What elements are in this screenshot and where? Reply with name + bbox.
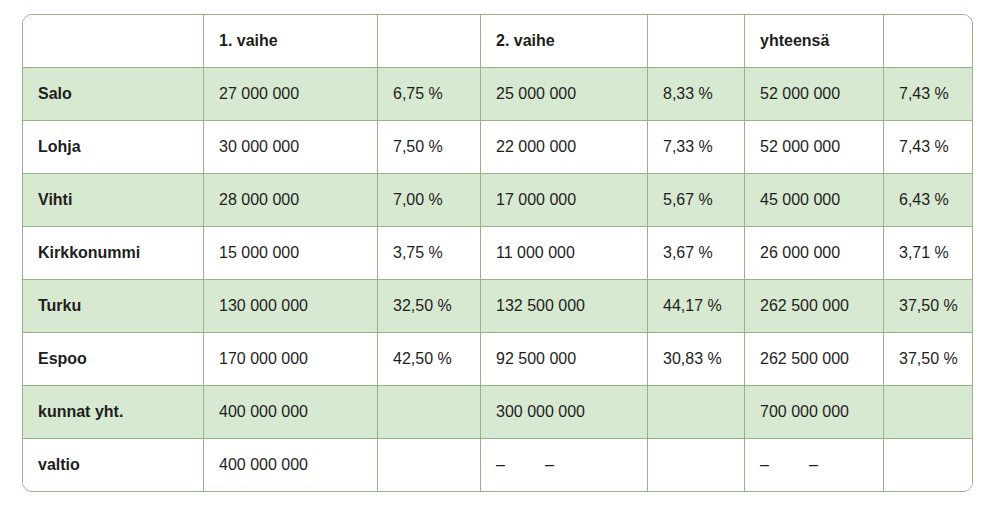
- phase2-percent-cell: 30,83 %: [648, 333, 745, 386]
- phase2-amount-cell: 300 000 000: [481, 386, 648, 439]
- row-label: Turku: [23, 280, 204, 333]
- header-row: 1. vaihe 2. vaihe yhteensä: [23, 15, 973, 68]
- phase1-percent-cell: 7,50 %: [378, 121, 481, 174]
- phase2-amount-cell: 132 500 000: [481, 280, 648, 333]
- total-percent-cell: 6,43 %: [884, 174, 973, 227]
- total-percent-cell: 7,43 %: [884, 68, 973, 121]
- table-row-kirkkonummi: Kirkkonummi 15 000 000 3,75 % 11 000 000…: [23, 227, 973, 280]
- phase1-amount-cell: 28 000 000: [204, 174, 378, 227]
- phase2-percent-cell: 3,67 %: [648, 227, 745, 280]
- total-amount-cell: 262 500 000: [745, 333, 884, 386]
- table-row-valtio: valtio 400 000 000 – – – –: [23, 439, 973, 491]
- phase2-amount-cell: 92 500 000: [481, 333, 648, 386]
- total-amount-cell: 262 500 000: [745, 280, 884, 333]
- header-cell-total-percent: [884, 15, 973, 68]
- phase2-amount-cell: – –: [481, 439, 648, 491]
- phase1-amount-cell: 27 000 000: [204, 68, 378, 121]
- phase1-amount-cell: 30 000 000: [204, 121, 378, 174]
- row-label: kunnat yht.: [23, 386, 204, 439]
- table-row-turku: Turku 130 000 000 32,50 % 132 500 000 44…: [23, 280, 973, 333]
- funding-table-card: 1. vaihe 2. vaihe yhteensä Salo 27 000 0…: [22, 14, 973, 492]
- total-amount-cell: 26 000 000: [745, 227, 884, 280]
- phase2-percent-cell: 44,17 %: [648, 280, 745, 333]
- phase1-amount-cell: 15 000 000: [204, 227, 378, 280]
- phase2-amount-cell: 17 000 000: [481, 174, 648, 227]
- phase1-percent-cell: [378, 386, 481, 439]
- table-row-salo: Salo 27 000 000 6,75 % 25 000 000 8,33 %…: [23, 68, 973, 121]
- table-row-kunnat-yht: kunnat yht. 400 000 000 300 000 000 700 …: [23, 386, 973, 439]
- phase1-amount-cell: 170 000 000: [204, 333, 378, 386]
- table-row-espoo: Espoo 170 000 000 42,50 % 92 500 000 30,…: [23, 333, 973, 386]
- phase2-percent-cell: 7,33 %: [648, 121, 745, 174]
- total-percent-cell: 3,71 %: [884, 227, 973, 280]
- phase1-percent-cell: [378, 439, 481, 491]
- total-percent-cell: 7,43 %: [884, 121, 973, 174]
- total-percent-cell: 37,50 %: [884, 280, 973, 333]
- table-row-vihti: Vihti 28 000 000 7,00 % 17 000 000 5,67 …: [23, 174, 973, 227]
- phase1-percent-cell: 6,75 %: [378, 68, 481, 121]
- row-label: Kirkkonummi: [23, 227, 204, 280]
- phase1-amount-cell: 400 000 000: [204, 386, 378, 439]
- row-label: valtio: [23, 439, 204, 491]
- header-cell-phase1: 1. vaihe: [204, 15, 378, 68]
- total-percent-cell: [884, 386, 973, 439]
- header-cell-phase1-percent: [378, 15, 481, 68]
- phase2-percent-cell: [648, 439, 745, 491]
- table-row-lohja: Lohja 30 000 000 7,50 % 22 000 000 7,33 …: [23, 121, 973, 174]
- phase1-percent-cell: 3,75 %: [378, 227, 481, 280]
- total-percent-cell: 37,50 %: [884, 333, 973, 386]
- row-label: Vihti: [23, 174, 204, 227]
- header-cell-phase2: 2. vaihe: [481, 15, 648, 68]
- phase1-amount-cell: 130 000 000: [204, 280, 378, 333]
- funding-table: 1. vaihe 2. vaihe yhteensä Salo 27 000 0…: [23, 15, 973, 491]
- total-amount-cell: 52 000 000: [745, 68, 884, 121]
- header-cell-phase2-percent: [648, 15, 745, 68]
- phase1-percent-cell: 32,50 %: [378, 280, 481, 333]
- total-amount-cell: 700 000 000: [745, 386, 884, 439]
- phase2-percent-cell: [648, 386, 745, 439]
- header-cell-empty: [23, 15, 204, 68]
- phase1-percent-cell: 42,50 %: [378, 333, 481, 386]
- phase2-amount-cell: 25 000 000: [481, 68, 648, 121]
- total-amount-cell: 45 000 000: [745, 174, 884, 227]
- header-cell-total: yhteensä: [745, 15, 884, 68]
- total-amount-cell: – –: [745, 439, 884, 491]
- row-label: Lohja: [23, 121, 204, 174]
- total-percent-cell: [884, 439, 973, 491]
- phase1-amount-cell: 400 000 000: [204, 439, 378, 491]
- total-amount-cell: 52 000 000: [745, 121, 884, 174]
- row-label: Espoo: [23, 333, 204, 386]
- phase2-percent-cell: 5,67 %: [648, 174, 745, 227]
- phase1-percent-cell: 7,00 %: [378, 174, 481, 227]
- row-label: Salo: [23, 68, 204, 121]
- phase2-amount-cell: 22 000 000: [481, 121, 648, 174]
- phase2-percent-cell: 8,33 %: [648, 68, 745, 121]
- phase2-amount-cell: 11 000 000: [481, 227, 648, 280]
